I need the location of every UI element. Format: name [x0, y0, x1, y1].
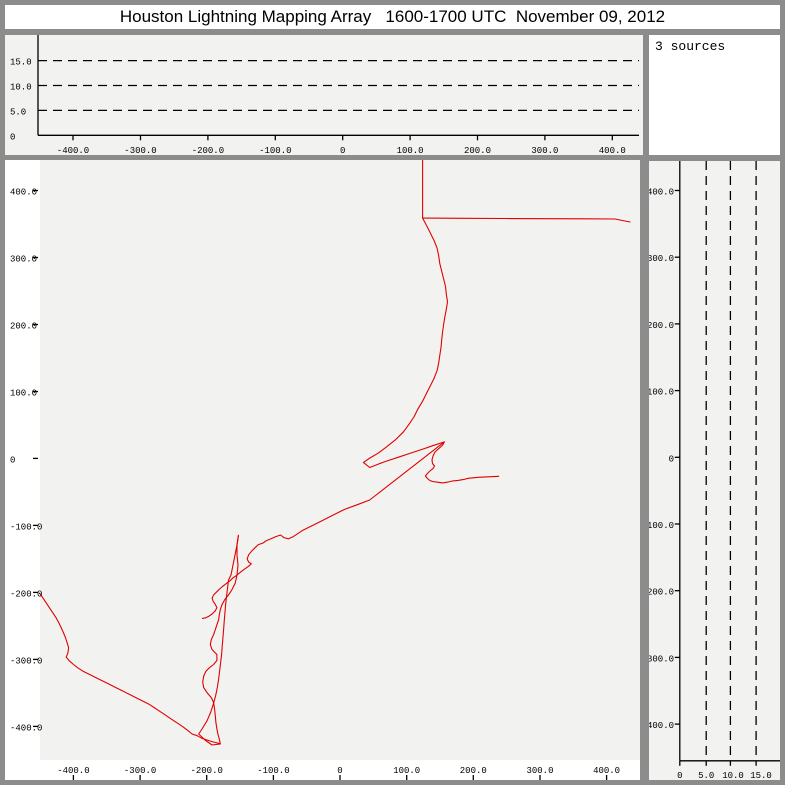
svg-text:-300.0: -300.0	[124, 146, 156, 155]
svg-text:-400.0: -400.0	[649, 721, 674, 731]
svg-text:300.0: 300.0	[649, 254, 674, 264]
svg-text:400.0: 400.0	[593, 766, 620, 776]
svg-text:-200.0: -200.0	[192, 146, 224, 155]
svg-text:5.0: 5.0	[698, 771, 714, 780]
svg-text:100.0: 100.0	[10, 389, 37, 399]
svg-text:10.0: 10.0	[722, 771, 744, 780]
svg-text:0: 0	[10, 455, 15, 465]
svg-text:-300.0: -300.0	[649, 654, 674, 664]
svg-text:400.0: 400.0	[10, 188, 37, 198]
svg-text:-100.0: -100.0	[259, 146, 291, 155]
svg-text:-400.0: -400.0	[10, 723, 42, 733]
svg-text:0: 0	[337, 766, 342, 776]
svg-text:200.0: 200.0	[464, 146, 491, 155]
svg-text:-200.0: -200.0	[190, 766, 222, 776]
svg-text:100.0: 100.0	[393, 766, 420, 776]
svg-text:5.0: 5.0	[10, 107, 26, 117]
svg-text:200.0: 200.0	[10, 322, 37, 332]
svg-text:-100.0: -100.0	[10, 522, 42, 532]
svg-text:-400.0: -400.0	[57, 146, 89, 155]
svg-text:0: 0	[10, 132, 15, 142]
svg-text:0: 0	[669, 454, 674, 464]
svg-text:-100.0: -100.0	[257, 766, 289, 776]
svg-text:400.0: 400.0	[649, 188, 674, 198]
svg-text:200.0: 200.0	[460, 766, 487, 776]
svg-text:-300.0: -300.0	[10, 656, 42, 666]
svg-text:15.0: 15.0	[750, 771, 772, 780]
svg-text:100.0: 100.0	[397, 146, 424, 155]
svg-text:15.0: 15.0	[10, 58, 32, 68]
svg-text:-200.0: -200.0	[10, 589, 42, 599]
svg-text:-200.0: -200.0	[649, 588, 674, 598]
svg-text:-100.0: -100.0	[649, 521, 674, 531]
svg-text:200.0: 200.0	[649, 321, 674, 331]
svg-text:-400.0: -400.0	[57, 766, 89, 776]
svg-text:0: 0	[340, 146, 345, 155]
svg-text:0: 0	[677, 771, 682, 780]
svg-text:10.0: 10.0	[10, 83, 32, 93]
svg-text:400.0: 400.0	[599, 146, 626, 155]
svg-text:300.0: 300.0	[526, 766, 553, 776]
svg-text:300.0: 300.0	[531, 146, 558, 155]
svg-text:100.0: 100.0	[649, 388, 674, 398]
svg-text:300.0: 300.0	[10, 255, 37, 265]
svg-text:-300.0: -300.0	[124, 766, 156, 776]
